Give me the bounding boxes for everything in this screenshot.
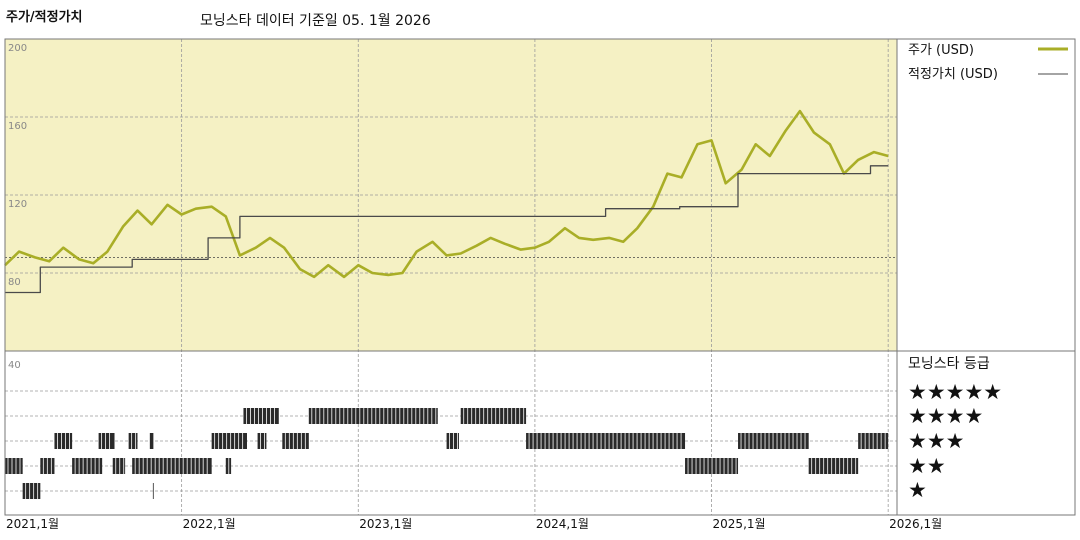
y-tick-label: 120	[8, 199, 27, 210]
y-tick-label: 80	[8, 277, 21, 288]
x-tick-label: 2024,1월	[536, 517, 589, 531]
axis-labels: 2021,1월 2022,1월 2023,1월 2024,1월 2025,1월 2026,…	[6, 43, 942, 531]
legend-price-label: 주가 (USD)	[908, 43, 974, 58]
rating-2-stars: ★★	[908, 454, 946, 478]
y-tick-label: 40	[8, 360, 21, 371]
x-tick-label: 2025,1월	[713, 517, 766, 531]
rating-panel-title: 모닝스타 등급	[908, 356, 990, 372]
rating-bar-3-star	[128, 433, 138, 449]
rating-bar-3-star	[211, 433, 247, 449]
rating-bar-2-star	[685, 458, 739, 474]
rating-bar-2-star	[132, 458, 212, 474]
x-tick-label: 2023,1월	[359, 517, 412, 531]
price-line	[4, 109, 889, 279]
rating-bar-4-star	[243, 408, 279, 424]
series-lines	[4, 109, 889, 294]
rating-4-stars: ★★★★	[908, 404, 983, 428]
chart-frame	[4, 38, 1076, 516]
rating-bar-4-star	[460, 408, 527, 424]
legend-area	[897, 39, 1075, 351]
x-tick-label: 2026,1월	[889, 517, 942, 531]
rating-bars	[5, 408, 889, 499]
data-date-subtitle: 모닝스타 데이터 기준일 05. 1월 2026	[200, 13, 431, 29]
rating-3-stars: ★★★	[908, 429, 964, 453]
rating-bar-3-star	[54, 433, 73, 449]
rating-bar-2-star	[112, 458, 126, 474]
rating-bar-2-star	[808, 458, 859, 474]
rating-bar-2-star	[5, 458, 23, 474]
x-tick-label: 2021,1월	[6, 517, 59, 531]
fair-value-line	[5, 165, 889, 294]
rating-1-star: ★	[908, 478, 927, 502]
rating-bar-3-star	[98, 433, 115, 449]
rating-bar-3-star	[149, 433, 154, 449]
rating-5-stars: ★★★★★	[908, 380, 1002, 404]
y-tick-label: 160	[8, 121, 27, 132]
rating-bar-3-star	[446, 433, 459, 449]
x-tick-label: 2022,1월	[183, 517, 236, 531]
rating-panel-area	[897, 351, 1075, 515]
legend-fair-value-label: 적정가치 (USD)	[908, 67, 998, 82]
rating-bar-1-star	[22, 483, 41, 499]
chart-title: 주가/적정가치	[6, 10, 83, 25]
y-tick-label: 200	[8, 43, 27, 54]
rating-bar-3-star	[282, 433, 309, 449]
rating-bar-3-star	[257, 433, 267, 449]
rating-bar-4-star	[308, 408, 438, 424]
